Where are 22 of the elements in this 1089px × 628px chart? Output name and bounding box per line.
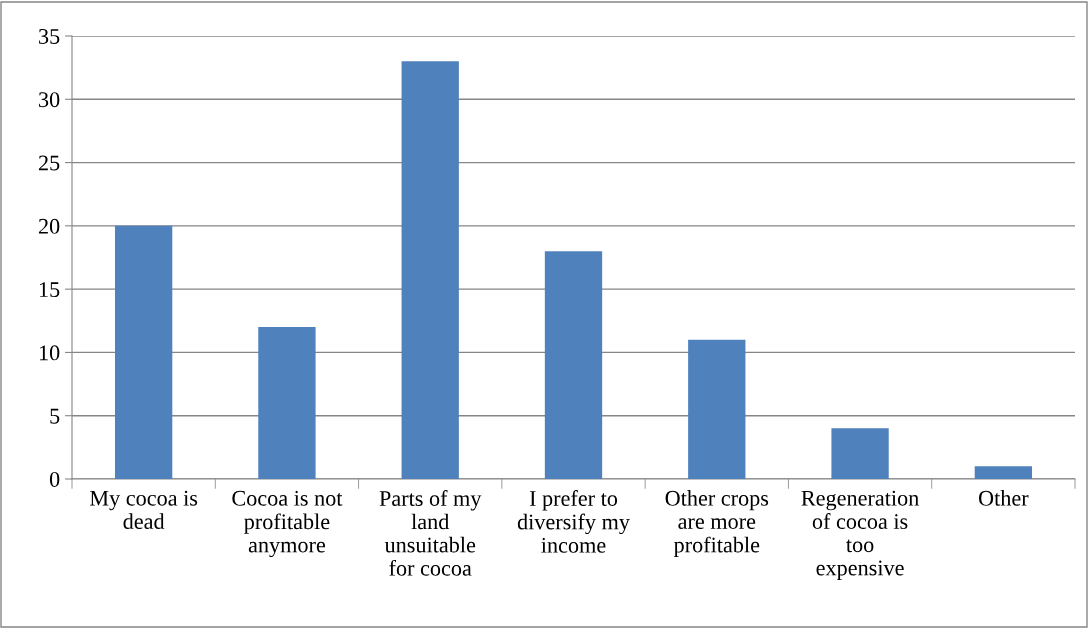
x-tick-label: Other crops are more profitable	[665, 490, 769, 558]
x-tick-label: Cocoa is not profitable anymore	[232, 490, 343, 558]
bar	[974, 466, 1033, 479]
y-tick-label: 30	[39, 92, 60, 108]
bar	[401, 61, 459, 479]
y-tick-label: 0	[49, 471, 60, 487]
bar	[831, 428, 889, 479]
x-tick-label: Parts of my land unsuitable for cocoa	[379, 490, 482, 576]
x-tick-label: Regeneration of cocoa is too expensive	[801, 490, 919, 580]
y-tick-label: 25	[38, 155, 60, 171]
x-tick-label: My cocoa is dead	[89, 490, 198, 529]
y-tick-label: 5	[50, 408, 60, 424]
y-tick-label: 35	[39, 28, 60, 44]
y-tick-label: 20	[38, 218, 60, 234]
bar	[544, 251, 603, 479]
y-tick-label: 10	[39, 345, 60, 361]
bar	[258, 327, 316, 479]
x-tick-label: I prefer to diversify my income	[517, 490, 630, 553]
bar	[114, 225, 173, 479]
bar	[688, 339, 746, 479]
y-tick-label: 15	[39, 282, 60, 298]
x-tick-label: Other	[978, 490, 1029, 506]
